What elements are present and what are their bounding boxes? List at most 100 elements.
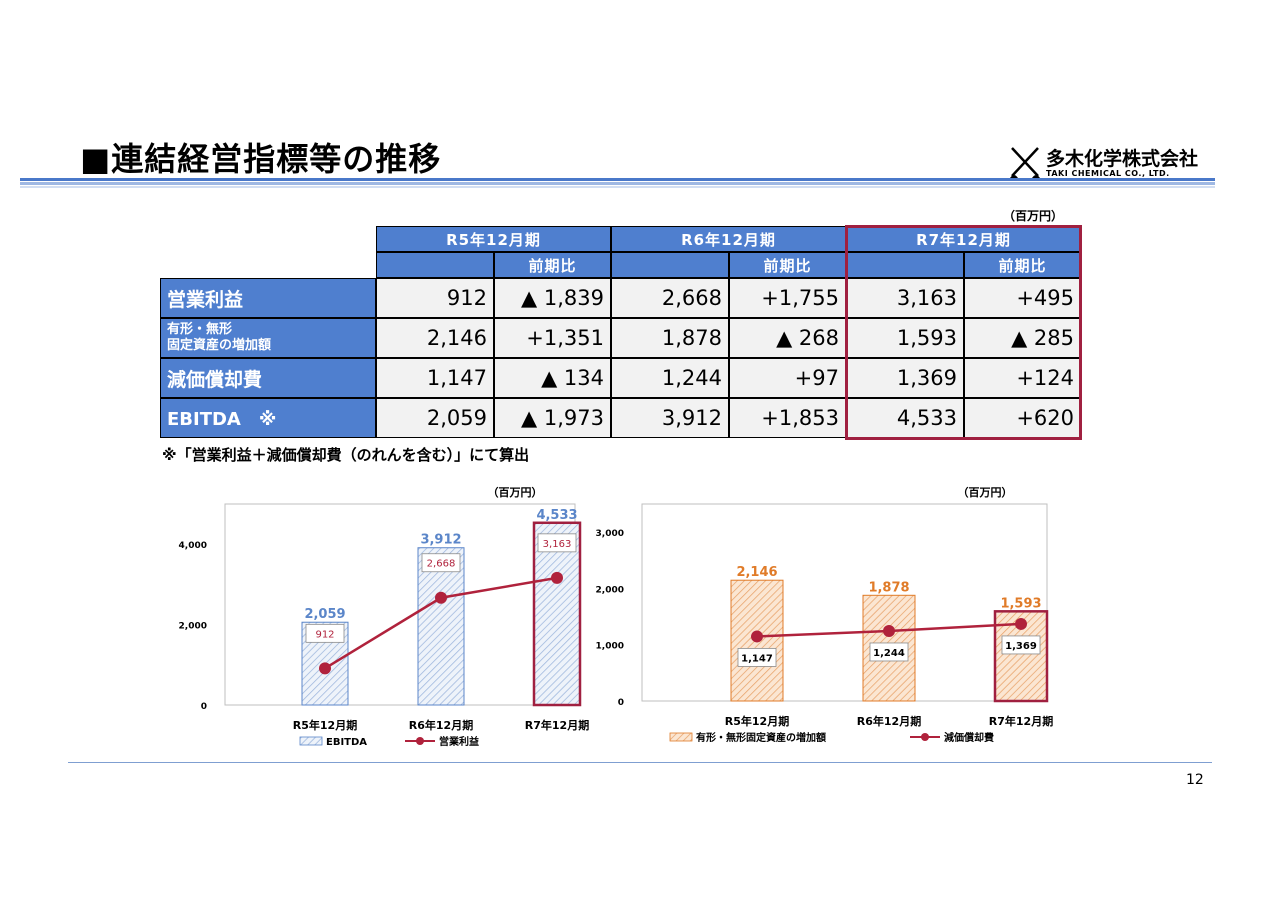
chart-unit-label: （百万円） — [958, 486, 1013, 499]
table-cell: ▲ 285 — [964, 318, 1081, 358]
page-title: ■連結経営指標等の推移 — [80, 140, 442, 178]
legend-line-marker — [416, 737, 424, 745]
x-tick-label: R7年12月期 — [525, 718, 589, 732]
value-header-blank — [846, 252, 964, 278]
logo-name-jp: 多木化学株式会社 — [1046, 148, 1199, 170]
table-cell: 1,244 — [611, 358, 729, 398]
line-point — [1015, 617, 1027, 630]
line-point — [883, 624, 895, 637]
x-tick-label: R5年12月期 — [293, 718, 357, 732]
y-tick-label: 2,000 — [596, 585, 624, 595]
bar-data-label: 2,059 — [304, 607, 345, 622]
title-rule — [20, 182, 1215, 185]
x-tick-label: R6年12月期 — [857, 714, 921, 728]
line-callout-box — [537, 533, 577, 553]
table-cell: 2,668 — [611, 278, 729, 318]
line-callout-box — [869, 642, 909, 662]
plot-area — [641, 503, 1048, 702]
line-data-label: 912 — [315, 629, 334, 640]
x-tick-label: R5年12月期 — [725, 714, 789, 728]
row-label-capex-line2: 固定資産の増加額 — [167, 338, 272, 353]
period-header: R7年12月期 — [846, 226, 1081, 252]
table-cell: 2,146 — [376, 318, 494, 358]
yoy-header: 前期比 — [729, 252, 846, 278]
x-tick-label: R7年12月期 — [989, 714, 1053, 728]
table-cell: +1,853 — [729, 398, 846, 438]
table-cell: 3,912 — [611, 398, 729, 438]
value-header-blank — [611, 252, 729, 278]
period-header: R6年12月期 — [611, 226, 846, 252]
legend-line-marker — [921, 733, 929, 741]
bar-data-label: 1,593 — [1000, 596, 1041, 611]
line-point — [551, 571, 563, 584]
line-point — [751, 630, 763, 643]
table-cell: +97 — [729, 358, 846, 398]
table-cell: 4,533 — [846, 398, 964, 438]
y-tick-label: 0 — [618, 698, 624, 708]
table-cell: 1,878 — [611, 318, 729, 358]
y-tick-label: 1,000 — [596, 642, 624, 652]
yoy-header: 前期比 — [964, 252, 1081, 278]
x-tick-label: R6年12月期 — [409, 718, 473, 732]
table-cell: +1,351 — [494, 318, 611, 358]
bar-data-label: 3,912 — [420, 533, 461, 548]
table-cell: +1,755 — [729, 278, 846, 318]
y-tick-label: 2,000 — [179, 622, 207, 632]
yoy-header: 前期比 — [494, 252, 611, 278]
page-number: 12 — [1186, 772, 1204, 788]
period-header: R5年12月期 — [376, 226, 611, 252]
bar-data-label: 4,533 — [536, 508, 577, 523]
bar-data-label: 2,146 — [736, 565, 777, 580]
value-header-blank — [376, 252, 494, 278]
line-callout-box — [305, 623, 345, 643]
row-label-operating-income: 営業利益 — [160, 278, 376, 318]
line-point — [435, 591, 447, 604]
table-cell: 1,369 — [846, 358, 964, 398]
row-label-capex-line1: 有形・無形 — [167, 322, 233, 337]
line-callout-box — [421, 553, 461, 573]
line-data-label: 1,147 — [741, 653, 773, 664]
plot-area — [224, 503, 576, 706]
ebitda-chart: （百万円） 0 2,000 4,000 2,059 3,912 4,533 R5年12月期 R6… — [179, 486, 590, 748]
table-cell: 3,163 — [846, 278, 964, 318]
bar — [532, 521, 582, 707]
legend-bar-swatch — [669, 732, 693, 742]
line-data-label: 2,668 — [427, 559, 456, 570]
title-rule — [20, 186, 1215, 188]
table-cell: 2,059 — [376, 398, 494, 438]
table-cell: +124 — [964, 358, 1081, 398]
bar — [417, 547, 465, 706]
capex-chart: （百万円） 0 1,000 2,000 3,000 2,146 1,878 1,593 R5年1… — [596, 486, 1054, 744]
row-label-ebitda: EBITDA ※ — [160, 398, 376, 438]
title-rule — [20, 178, 1215, 181]
legend-bar-swatch — [299, 736, 323, 746]
chart-unit-label: （百万円） — [488, 486, 543, 499]
legend-bar-label: EBITDA — [326, 737, 367, 748]
row-label-depreciation: 減価償却費 — [160, 358, 376, 398]
legend-line-label: 減価償却費 — [944, 731, 994, 744]
line-point — [319, 662, 331, 675]
line-data-label: 1,369 — [1005, 641, 1037, 652]
line-data-label: 1,244 — [873, 648, 905, 659]
table-cell: ▲ 1,973 — [494, 398, 611, 438]
table-cell: 912 — [376, 278, 494, 318]
table-cell: +495 — [964, 278, 1081, 318]
table-unit-label: （百万円） — [1003, 209, 1064, 223]
logo-mark-icon — [1010, 147, 1040, 178]
company-logo: 多木化学株式会社 TAKI CHEMICAL CO., LTD. — [1008, 144, 1218, 182]
footer-rule — [68, 762, 1212, 763]
legend-line-label: 営業利益 — [439, 735, 479, 748]
table-cell: 1,147 — [376, 358, 494, 398]
table-cell: ▲ 268 — [729, 318, 846, 358]
footnote: ※「営業利益＋減価償却費（のれんを含む）」にて算出 — [162, 446, 530, 464]
line-callout-box — [737, 648, 777, 667]
table-cell: ▲ 134 — [494, 358, 611, 398]
table-cell: ▲ 1,839 — [494, 278, 611, 318]
legend-bar-label: 有形・無形固定資産の増加額 — [696, 731, 826, 744]
logo-name-en: TAKI CHEMICAL CO., LTD. — [1046, 169, 1170, 178]
y-tick-label: 4,000 — [179, 541, 207, 551]
y-tick-label: 3,000 — [596, 529, 624, 539]
table-cell: +620 — [964, 398, 1081, 438]
row-label-capex: 有形・無形 固定資産の増加額 — [160, 318, 376, 358]
table-cell: 1,593 — [846, 318, 964, 358]
